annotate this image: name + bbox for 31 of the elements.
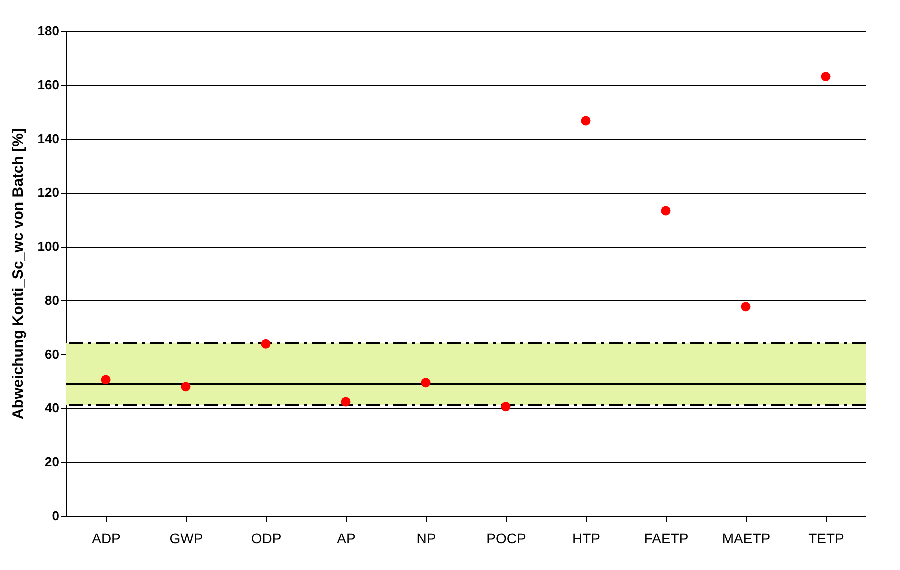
point [421, 378, 431, 388]
y-tick-label: 120 [38, 185, 60, 200]
point [261, 339, 271, 349]
point [741, 302, 751, 312]
x-tick-label: ADP [92, 530, 121, 546]
point [501, 402, 511, 412]
x-tick-label: POCP [486, 530, 526, 546]
x-tick-label: GWP [170, 530, 204, 546]
y-tick-label: 40 [45, 400, 60, 416]
x-tick-label: MAETP [722, 530, 771, 546]
y-tick-label: 180 [38, 24, 60, 38]
y-tick-label: 20 [45, 454, 60, 470]
x-tick-label: ODP [251, 530, 282, 546]
x-tick-label: HTP [572, 530, 600, 546]
y-tick-label: 60 [45, 346, 60, 362]
x-tick-label: AP [337, 530, 356, 546]
y-tick-label: 100 [38, 239, 60, 254]
point [581, 116, 591, 126]
y-axis-title: Abweichung Konti_Sc_wc von Batch [%] [10, 128, 27, 420]
y-tick-label: 0 [52, 508, 60, 524]
point [101, 375, 111, 385]
point [661, 206, 671, 216]
point [181, 382, 191, 392]
x-tick-label: FAETP [644, 530, 689, 546]
x-tick-label: TETP [808, 530, 844, 546]
y-tick-label: 140 [38, 131, 60, 146]
y-tick-label: 80 [45, 292, 60, 308]
x-tick-label: NP [416, 530, 436, 546]
y-tick-label: 160 [38, 77, 60, 92]
point [341, 397, 351, 407]
point [821, 72, 831, 82]
